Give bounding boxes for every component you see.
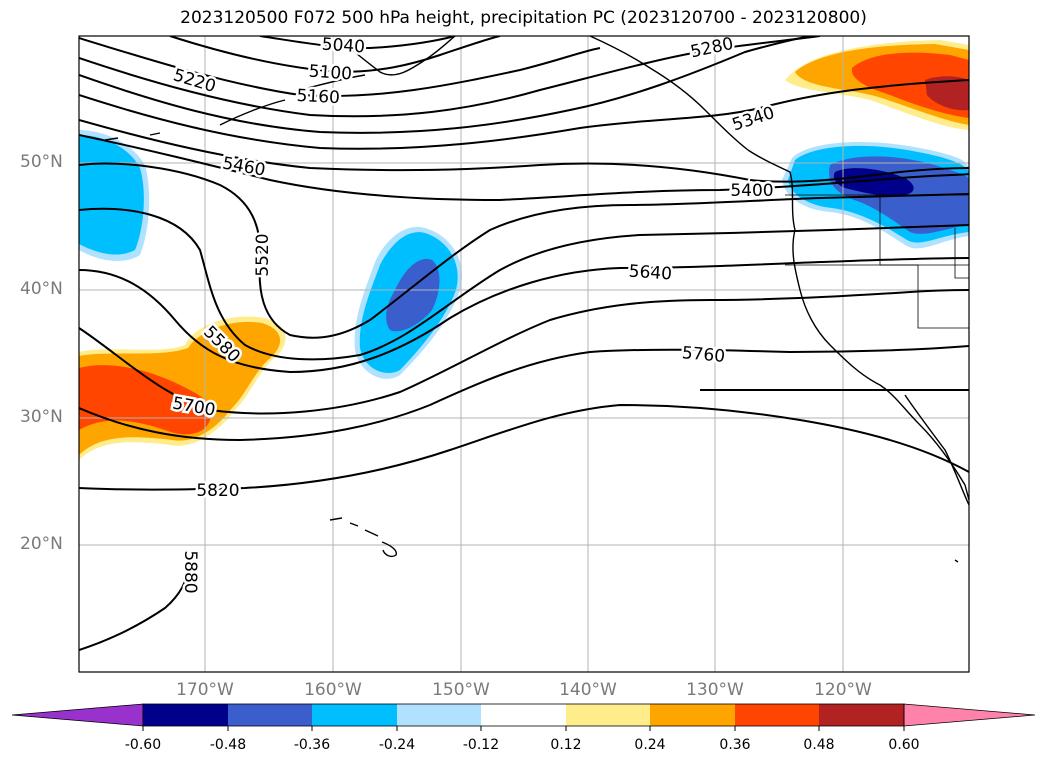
colorbar-tick: 0.12: [550, 737, 582, 753]
colorbar-tick: -0.24: [378, 737, 416, 753]
colorbar-tick: -0.36: [293, 737, 331, 753]
colorbar-tick: -0.48: [209, 737, 247, 753]
label-5040: 5040: [321, 35, 366, 58]
label-5400: 5400: [730, 181, 773, 201]
lon-label-160w: 160°W: [304, 680, 362, 700]
contour-5220: [79, 36, 821, 118]
colorbar-tick: 0.24: [634, 737, 666, 753]
label-5100: 5100: [308, 62, 353, 85]
plot-area: 5040 5100 5160 5220 5280 5340 5400 5460 …: [79, 35, 969, 672]
contour-5040: [259, 36, 456, 50]
colorbar-bin-3: [312, 704, 397, 726]
colorbar-bin-8: [735, 704, 819, 726]
label-5640: 5640: [628, 262, 673, 285]
plot-frame: [78, 35, 970, 673]
lon-label-150w: 150°W: [432, 680, 490, 700]
colorbar-bin-5: [481, 704, 566, 726]
colorbar-tick: -0.12: [462, 737, 500, 753]
contour-5460: [79, 134, 969, 202]
contour-5820: [79, 403, 969, 491]
colorbar-min-arrow: [11, 703, 144, 727]
contour-5400: [79, 119, 969, 183]
contour-5340: [79, 79, 969, 150]
contour-5760: [79, 345, 969, 442]
label-5160: 5160: [296, 86, 340, 108]
contour-5160: [79, 37, 601, 97]
contour-5280: [79, 36, 811, 134]
coastlines: [104, 36, 969, 563]
lon-label-130w: 130°W: [686, 680, 744, 700]
lat-label-20n: 20°N: [20, 534, 63, 554]
colorbar-tick: 0.48: [803, 737, 835, 753]
colorbar-tick: 0.36: [719, 737, 751, 753]
colorbar-bin-4: [397, 704, 481, 726]
contour-5580: [79, 207, 969, 361]
contour-5700: [79, 289, 969, 415]
colorbar-max-arrow: [903, 703, 1036, 727]
colorbar-bin-9: [819, 704, 904, 726]
colorbar-bin-7: [650, 704, 735, 726]
lat-label-40n: 40°N: [20, 279, 63, 299]
graticule: [79, 36, 969, 672]
label-5760: 5760: [681, 343, 726, 367]
colorbar-tick: 0.60: [888, 737, 920, 753]
contour-5640: [79, 257, 969, 374]
label-5820: 5820: [196, 481, 239, 501]
colorbar-tick: -0.60: [124, 737, 162, 753]
colorbar: [11, 703, 1036, 731]
lon-label-120w: 120°W: [814, 680, 872, 700]
label-5880: 5880: [180, 550, 200, 593]
lat-label-50n: 50°N: [20, 152, 63, 172]
contour-5100: [169, 36, 501, 74]
height-contours: [79, 36, 969, 651]
colorbar-bin-1: [143, 704, 228, 726]
colorbar-bin-6: [566, 704, 650, 726]
contour-5520: [79, 162, 969, 339]
map-title: 2023120500 F072 500 hPa height, precipit…: [180, 8, 867, 28]
label-5520: 5520: [253, 233, 273, 276]
lon-label-140w: 140°W: [559, 680, 617, 700]
colorbar-bin-2: [228, 704, 312, 726]
lat-label-30n: 30°N: [20, 407, 63, 427]
contour-5880: [79, 564, 189, 651]
lon-label-170w: 170°W: [176, 680, 234, 700]
